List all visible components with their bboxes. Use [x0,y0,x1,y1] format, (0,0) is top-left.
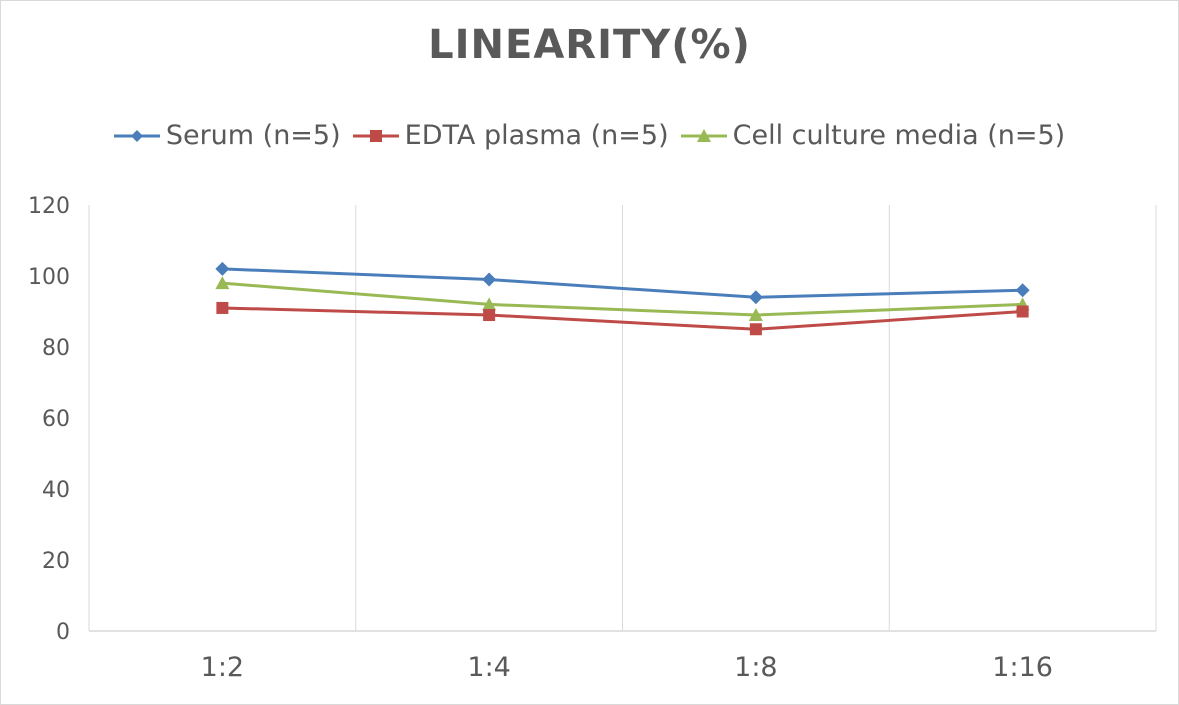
series-line-0 [222,267,1023,299]
y-tick-label: 120 [28,194,70,219]
chart-legend: Serum (n=5) EDTA plasma (n=5) Cell cultu… [0,120,1179,151]
legend-label-cell-culture-media: Cell culture media (n=5) [732,120,1066,151]
y-tick-label: 0 [56,620,70,645]
x-tick-label: 1:2 [201,652,244,683]
chart-title: LINEARITY(%) [428,22,751,68]
x-tick-label: 1:16 [992,652,1053,683]
legend-item-serum: Serum (n=5) [113,120,341,151]
data-point-diamond [482,272,497,287]
data-point-square [1016,305,1029,318]
legend-marker-cell-culture-media [680,128,727,142]
y-tick-label: 100 [28,265,70,290]
y-tick-label: 80 [42,336,70,361]
data-point-triangle [482,297,497,311]
y-tick-label: 60 [42,407,70,432]
y-tick-label: 20 [42,549,70,574]
legend-label-serum: Serum (n=5) [165,120,341,151]
legend-item-cell-culture-media: Cell culture media (n=5) [680,120,1066,151]
data-point-diamond [215,261,230,276]
y-tick-label: 40 [42,478,70,503]
data-point-triangle [748,308,763,322]
data-point-square [216,301,229,314]
series-line-1 [222,306,1023,331]
legend-item-edta-plasma: EDTA plasma (n=5) [352,120,669,151]
legend-marker-edta-plasma [352,129,399,142]
legend-label-edta-plasma: EDTA plasma (n=5) [404,120,669,151]
data-point-square [483,309,496,322]
series-line-2 [222,281,1023,317]
x-tick-label: 1:4 [467,652,510,683]
data-point-diamond [1015,283,1030,298]
legend-marker-serum [113,129,160,142]
data-point-diamond [748,290,763,305]
data-point-triangle [215,276,230,290]
x-tick-label: 1:8 [734,652,777,683]
data-point-square [749,323,762,336]
